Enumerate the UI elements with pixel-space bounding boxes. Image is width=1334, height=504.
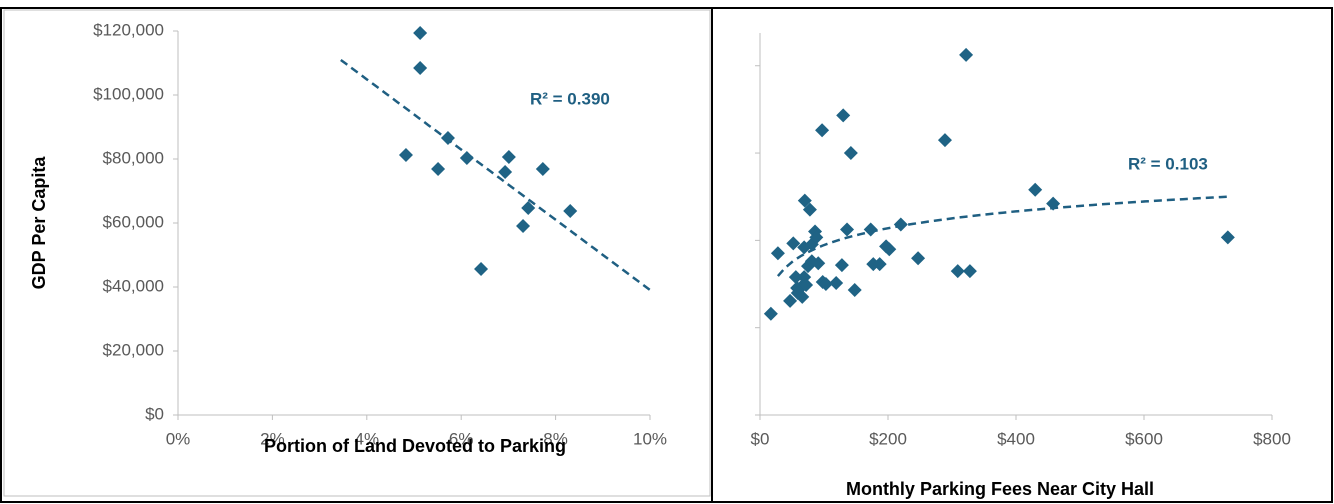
x-axis-title: Portion of Land Devoted to Parking <box>264 436 566 456</box>
x-tick-label: $400 <box>997 429 1035 448</box>
marker <box>815 123 830 138</box>
y-tick-label: $60,000 <box>103 212 164 231</box>
marker <box>809 230 824 245</box>
marker <box>840 222 855 237</box>
x-tick-label: $600 <box>1125 429 1163 448</box>
marker <box>521 200 536 215</box>
marker <box>1220 230 1235 245</box>
trendline <box>776 195 1228 277</box>
y-tick-label: $80,000 <box>103 148 164 167</box>
marker <box>863 222 878 237</box>
marker <box>847 282 862 297</box>
marker <box>459 150 474 165</box>
x-tick-label: 2% <box>260 429 285 448</box>
y-tick-label: $20,000 <box>103 340 164 359</box>
y-axis-title: GDP Per Capita <box>29 156 49 290</box>
x-tick-label: 6% <box>449 429 474 448</box>
x-tick-label: 10% <box>633 429 667 448</box>
marker <box>788 270 803 285</box>
marker <box>763 306 778 321</box>
marker <box>829 276 844 291</box>
r-squared: R² = 0.390 <box>530 89 610 108</box>
marker <box>501 150 516 164</box>
x-tick-label: $800 <box>1253 429 1291 448</box>
marker <box>893 217 908 232</box>
marker <box>535 162 550 176</box>
marker <box>398 148 413 162</box>
marker <box>802 202 817 217</box>
marker <box>1028 182 1043 197</box>
marker <box>950 264 965 279</box>
x-tick-label: $0 <box>751 429 770 448</box>
marker <box>872 257 887 272</box>
marker <box>811 256 826 271</box>
marker <box>799 278 814 293</box>
marker <box>937 133 952 148</box>
marker <box>563 204 578 218</box>
marker <box>413 26 428 40</box>
marker <box>770 246 785 261</box>
marker <box>413 61 428 76</box>
marker <box>440 130 455 145</box>
r-squared: R² = 0.103 <box>1128 154 1208 173</box>
x-tick-label: 0% <box>166 429 191 448</box>
marker <box>911 251 926 266</box>
marker <box>498 164 513 179</box>
marker <box>818 277 833 292</box>
marker <box>843 146 858 161</box>
marker <box>431 162 446 176</box>
marker <box>882 242 897 257</box>
y-tick-label: $40,000 <box>103 276 164 295</box>
marker <box>1046 196 1061 211</box>
frame <box>0 7 1333 503</box>
left-panel <box>3 9 711 497</box>
y-tick-label: $100,000 <box>93 84 164 103</box>
marker <box>797 193 812 208</box>
marker <box>795 289 810 304</box>
marker <box>786 236 801 251</box>
marker <box>836 108 851 123</box>
x-tick-label: $200 <box>869 429 907 448</box>
x-tick-label: 8% <box>543 429 568 448</box>
y-tick-label: $120,000 <box>93 20 164 39</box>
marker <box>516 218 531 233</box>
marker <box>962 264 977 279</box>
marker <box>834 258 849 273</box>
marker <box>783 293 798 308</box>
marker <box>959 47 974 62</box>
x-tick-label: 4% <box>355 429 380 448</box>
marker <box>474 262 489 276</box>
y-tick-label: $0 <box>145 404 164 423</box>
x-axis-title: Monthly Parking Fees Near City Hall <box>846 479 1154 499</box>
